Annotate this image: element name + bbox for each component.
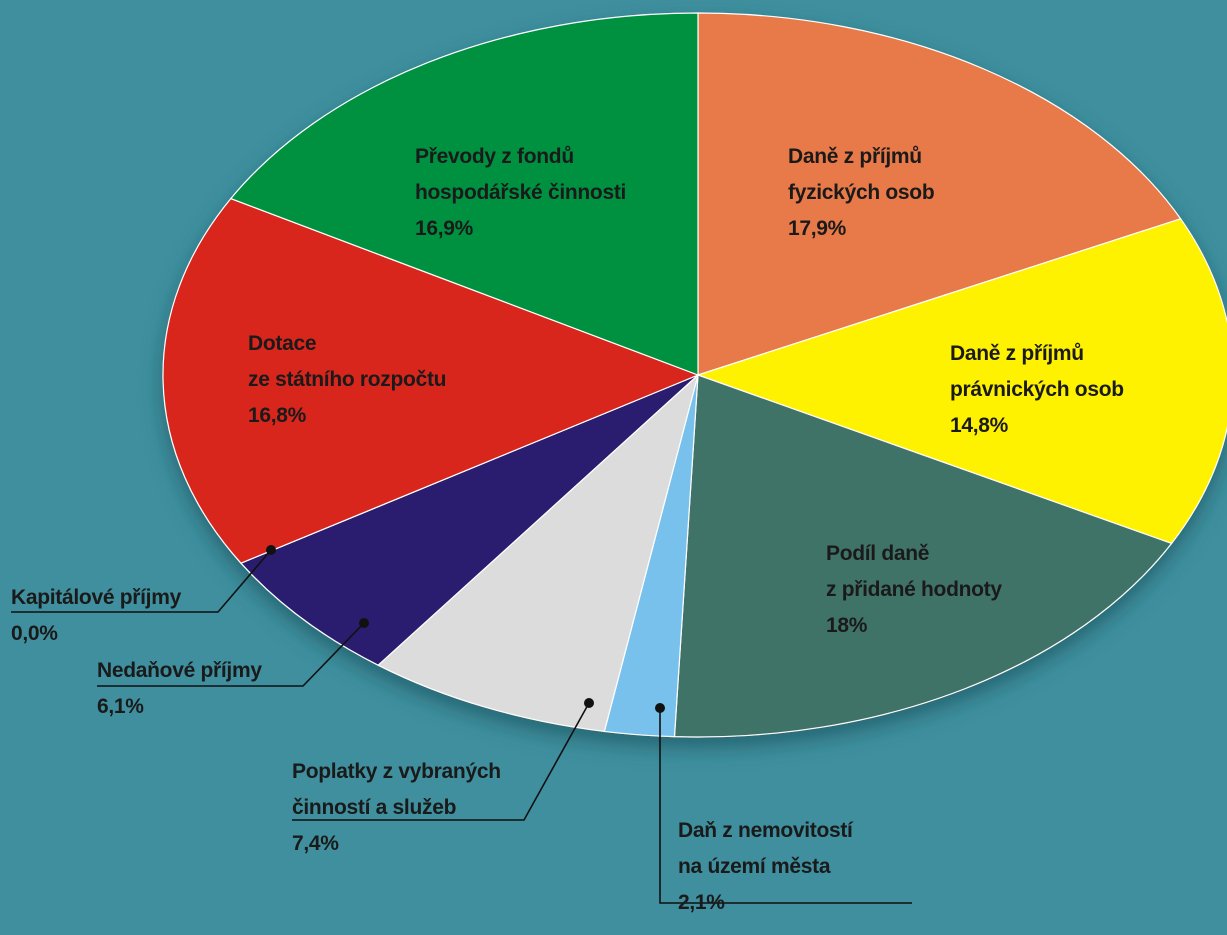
slice-label-8: Dotace ze státního rozpočtu 16,8%: [248, 332, 446, 427]
slice-label-7: Kapitálové příjmy 0,0%: [11, 586, 182, 645]
pie-slice-5: [377, 373, 700, 733]
pie-slice-8: [162, 197, 700, 564]
slice-name-line: Daň z nemovitostí: [678, 819, 854, 842]
slice-name-line: z přidané hodnoty: [826, 578, 1002, 601]
leader-line-4: [659, 708, 912, 904]
pie-slices: [162, 12, 1227, 738]
slice-labels: Daně z příjmů fyzických osob 17,9%Daně z p…: [11, 145, 1124, 914]
pie-slice-1: [697, 12, 1182, 376]
slice-value-label: 6,1%: [97, 695, 144, 718]
slice-label-1: Daně z příjmů fyzických osob 17,9%: [788, 145, 934, 240]
slice-value-label: 14,8%: [950, 414, 1009, 437]
slice-name-line: Poplatky z vybraných: [292, 760, 501, 783]
slice-name-line: Převody z fondů: [415, 145, 574, 168]
slice-value-label: 17,9%: [788, 217, 847, 240]
slice-name-line: činností a služeb: [292, 796, 456, 819]
slice-name-line: ze státního rozpočtu: [248, 368, 446, 391]
slice-value-label: 18%: [826, 614, 868, 637]
slice-name-line: Daně z příjmů: [950, 342, 1084, 365]
slice-value-label: 7,4%: [292, 832, 339, 855]
slice-label-3: Podíl daně z přidané hodnoty 18%: [826, 542, 1002, 637]
slice-name-line: na území města: [678, 855, 831, 878]
slice-value-label: 16,8%: [248, 404, 307, 427]
pie-slice-9: [229, 12, 699, 376]
pie-slice-6: [239, 374, 699, 666]
slice-label-4: Daň z nemovitostí na území města 2,1%: [678, 819, 854, 914]
leader-line-6: [97, 622, 365, 687]
slice-value-label: 2,1%: [678, 891, 725, 914]
leader-dot-4: [655, 703, 665, 713]
slice-value-label: 16,9%: [415, 217, 474, 240]
slice-name-line: hospodářské činnosti: [415, 181, 626, 204]
pie-slice-2: [696, 218, 1227, 545]
slice-label-6: Nedaňové příjmy 6,1%: [97, 659, 262, 718]
leader-dot-5: [584, 698, 594, 708]
leader-dot-7: [266, 545, 276, 555]
slice-name-line: Daně z příjmů: [788, 145, 922, 168]
slice-name-line: Nedaňové příjmy: [97, 659, 262, 682]
pie-slice-3: [673, 374, 1173, 738]
leader-dot-6: [359, 618, 369, 628]
slice-name-line: Dotace: [248, 332, 316, 355]
slice-name-line: Podíl daně: [826, 542, 929, 565]
slice-name-line: právnických osob: [950, 378, 1124, 401]
slice-name-line: Kapitálové příjmy: [11, 586, 182, 609]
leader-line-5: [292, 702, 590, 821]
leader-lines: [11, 545, 912, 904]
slice-name-line: fyzických osob: [788, 181, 934, 204]
slice-label-5: Poplatky z vybraných činností a služeb 7,4…: [292, 760, 501, 855]
leader-line-7: [11, 549, 272, 613]
slice-value-label: 0,0%: [11, 622, 58, 645]
slice-label-2: Daně z příjmů právnických osob 14,8%: [950, 342, 1124, 437]
slice-label-9: Převody z fondů hospodářské činnosti 16,9%: [415, 145, 626, 240]
